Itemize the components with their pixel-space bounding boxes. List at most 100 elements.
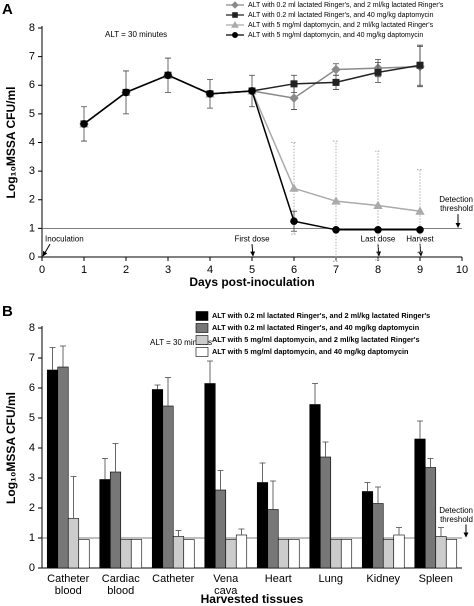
x-tick-label: 5 [249, 264, 255, 276]
annotation: Inoculation [45, 234, 84, 243]
bar [109, 471, 122, 569]
x-tick-label: 3 [165, 264, 171, 276]
bar [130, 539, 143, 569]
x-tick-label: Cardiac blood [102, 573, 140, 597]
annotation: Harvest [406, 234, 434, 243]
x-tick-label: Lung [319, 573, 343, 585]
x-tick-label: 4 [207, 264, 213, 276]
x-tick-label: Heart [265, 573, 292, 585]
y-tick-label: 0 [29, 562, 35, 574]
x-tick-label: 6 [291, 264, 297, 276]
legend-label: ALT with 0.2 ml lactated Ringer's, and 4… [248, 12, 434, 19]
y-tick-label: 5 [29, 108, 35, 120]
marker [248, 87, 256, 95]
y-tick-label: 3 [29, 165, 35, 177]
legend-label: ALT with 5 mg/ml daptomycin, and 2 ml/kg… [248, 22, 434, 29]
panel-label: B [2, 303, 13, 320]
bar [382, 539, 395, 569]
annotation-arrow [376, 244, 382, 257]
error-bar [438, 527, 444, 537]
marker [289, 183, 299, 192]
bar [120, 539, 132, 569]
y-tick-label: 2 [29, 502, 35, 514]
error-bar [102, 458, 108, 480]
y-tick-label: 0 [29, 251, 35, 263]
bar [393, 534, 405, 569]
error-bar [364, 482, 371, 492]
y-tick-label: 4 [29, 136, 35, 148]
marker [332, 78, 340, 86]
bar [214, 489, 227, 569]
bar [361, 491, 374, 569]
error-bar [175, 530, 182, 537]
y-tick-label: 2 [29, 194, 35, 206]
x-tick-label: Vena cava [213, 573, 239, 597]
bar [330, 539, 342, 569]
y-axis-label: Log₁₀MSSA CFU/ml [4, 392, 18, 504]
bar [267, 509, 279, 569]
bar [57, 366, 69, 569]
y-tick-label: 6 [29, 382, 35, 394]
marker [80, 120, 88, 128]
marker [122, 88, 130, 97]
marker [206, 90, 214, 98]
bar [277, 539, 290, 569]
y-tick-label: 8 [29, 22, 35, 34]
y-axis-label: Log₁₀MSSA CFU/ml [4, 87, 18, 199]
bar [225, 539, 237, 569]
error-bar [322, 441, 329, 457]
x-tick-label: 10 [456, 264, 468, 276]
threshold-label: Detection threshold [439, 195, 473, 213]
bar [78, 539, 90, 569]
bar [46, 369, 59, 569]
x-tick-label: 8 [375, 264, 381, 276]
legend-swatch [195, 323, 209, 333]
x-tick-label: 7 [333, 264, 339, 276]
bar [288, 539, 300, 569]
bar [445, 539, 458, 569]
marker [332, 226, 340, 234]
error-bar [112, 443, 119, 472]
marker [331, 64, 341, 75]
error-bar [49, 347, 56, 370]
bar [372, 503, 384, 569]
error-bar [270, 480, 276, 510]
y-tick-label: 3 [29, 472, 35, 484]
bar [151, 389, 164, 569]
legend-swatch [195, 347, 209, 357]
x-tick-label: Catheter blood [47, 573, 90, 597]
bar [319, 456, 332, 569]
bar [424, 467, 437, 569]
marker [415, 206, 425, 215]
marker [331, 196, 341, 205]
legend-label: ALT with 5 mg/ml daptomycin, and 40 mg/k… [248, 32, 423, 39]
marker [374, 68, 382, 76]
bar [204, 383, 216, 569]
error-bar [207, 360, 213, 384]
annotation: First dose [234, 234, 270, 243]
error-bar [217, 470, 224, 490]
bar [256, 482, 269, 569]
error-bar [70, 476, 77, 519]
legend-marker [231, 1, 239, 9]
annotation-arrow [42, 243, 51, 257]
y-tick-label: 5 [29, 412, 35, 424]
y-tick-label: 1 [29, 532, 35, 544]
annotation-arrow [250, 244, 256, 257]
error-bar [427, 458, 434, 468]
bar [235, 534, 248, 569]
note: ALT = 30 minutes [150, 338, 212, 347]
x-tick-label: 9 [417, 264, 423, 276]
y-tick-label: 4 [29, 442, 35, 454]
legend-marker [231, 20, 239, 28]
marker [416, 226, 424, 234]
legend-label: ALT with 0.2 ml lactated Ringer's, and 2… [212, 311, 430, 320]
error-bar [165, 377, 171, 406]
marker [164, 71, 172, 80]
bar [172, 536, 185, 569]
x-axis-label: Days post-inoculation [189, 275, 314, 289]
y-tick-label: 7 [29, 352, 35, 364]
y-tick-label: 7 [29, 51, 35, 63]
error-bar [417, 420, 423, 439]
